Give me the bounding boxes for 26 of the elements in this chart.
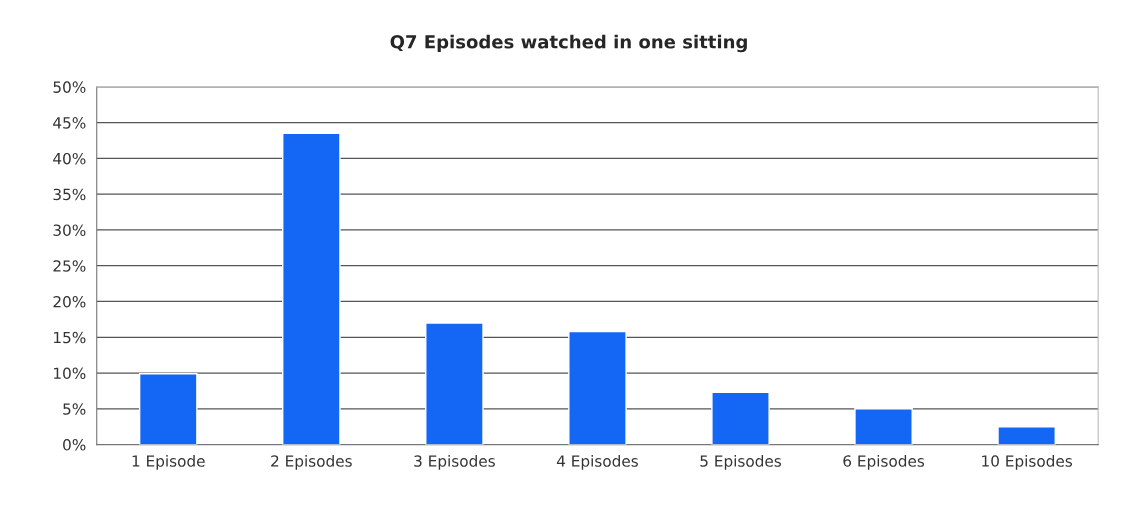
y-tick-label: 15%: [54, 331, 86, 344]
y-tick-label: 5%: [63, 403, 86, 415]
x-tick-label: 5 Episodes: [700, 454, 782, 470]
x-tick-label: 4 Episodes: [556, 454, 638, 470]
x-tick-label: 1 Episode: [132, 454, 205, 470]
bar: [425, 322, 484, 445]
y-tick-label: 50%: [53, 81, 86, 93]
y-tick-label: 0%: [63, 439, 86, 451]
bar: [282, 132, 341, 445]
bar: [711, 391, 770, 445]
y-tick-label: 25%: [53, 260, 86, 272]
bar: [997, 425, 1056, 445]
x-tick-label: 10 Episodes: [982, 454, 1073, 470]
bar: [568, 330, 627, 445]
x-tick-label: 6 Episodes: [843, 454, 925, 470]
y-tick-label: 45%: [53, 117, 86, 129]
y-tick-label: 40%: [53, 152, 86, 165]
x-tick-label: 3 Episodes: [414, 454, 495, 470]
x-tick-label: 2 Episodes: [271, 454, 352, 470]
bar: [854, 408, 913, 445]
y-tick-label: 35%: [53, 188, 86, 201]
y-tick-label: 10%: [54, 367, 86, 380]
bar: [138, 373, 198, 445]
y-tick-label: 30%: [53, 224, 86, 236]
chart-title: Q7 Episodes watched in one sitting: [390, 34, 747, 53]
y-tick-label: 20%: [53, 295, 86, 308]
